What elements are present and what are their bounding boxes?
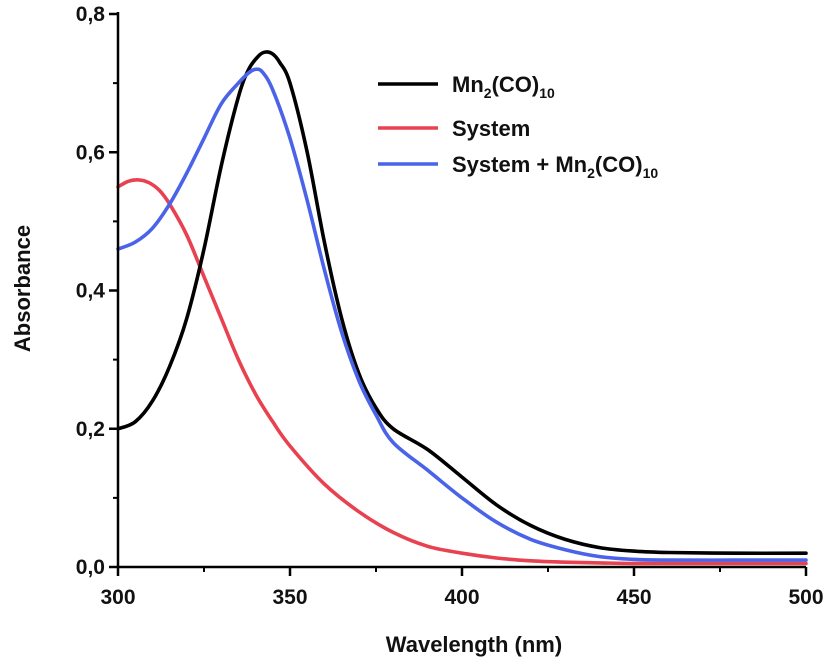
legend-label: Mn2(CO)10 [452, 72, 555, 101]
series-line [116, 178, 808, 566]
y-tick-label: 0,0 [76, 556, 105, 579]
x-tick-label: 350 [272, 586, 307, 609]
x-axis-title: Wavelength (nm) [386, 632, 562, 657]
legend-label: System + Mn2(CO)10 [452, 152, 658, 181]
series-line [116, 67, 808, 562]
x-tick-label: 300 [100, 586, 135, 609]
x-tick-label: 500 [788, 586, 823, 609]
y-axis-ticks: 0,0 0,2 0,4 0,6 0,8 [76, 3, 118, 579]
series-lines [116, 50, 808, 566]
legend: Mn2(CO)10 System System + Mn2(CO)10 [378, 72, 658, 181]
y-tick-label: 0,4 [76, 280, 106, 303]
y-tick-label: 0,2 [76, 418, 105, 441]
x-tick-label: 450 [616, 586, 651, 609]
x-axis-ticks: 300 350 400 450 500 [100, 567, 824, 609]
series-line [116, 50, 808, 556]
y-axis-title: Absorbance [10, 225, 35, 352]
y-tick-label: 0,6 [76, 141, 105, 164]
legend-label: System [452, 116, 530, 141]
x-tick-label: 400 [444, 586, 479, 609]
y-tick-label: 0,8 [76, 3, 106, 26]
